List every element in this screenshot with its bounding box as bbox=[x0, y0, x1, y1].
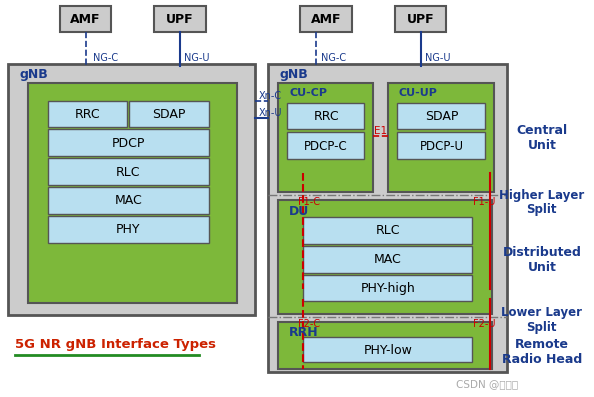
Bar bbox=[28, 83, 236, 303]
Bar bbox=[287, 132, 364, 159]
Text: CU-CP: CU-CP bbox=[289, 88, 327, 98]
Bar bbox=[304, 337, 472, 362]
Text: AMF: AMF bbox=[70, 13, 101, 25]
Bar bbox=[48, 129, 209, 156]
Bar bbox=[48, 100, 127, 127]
Bar bbox=[395, 6, 447, 32]
Text: PHY: PHY bbox=[116, 224, 141, 236]
Bar bbox=[48, 216, 209, 243]
Text: NG-C: NG-C bbox=[93, 53, 119, 63]
Text: RLC: RLC bbox=[116, 166, 141, 179]
Text: Central: Central bbox=[516, 124, 567, 137]
Text: AMF: AMF bbox=[311, 13, 342, 25]
Bar bbox=[129, 100, 209, 127]
Bar bbox=[268, 64, 507, 372]
Bar bbox=[8, 64, 255, 315]
Text: Remote: Remote bbox=[515, 338, 569, 351]
Text: MAC: MAC bbox=[374, 253, 402, 266]
Text: E1: E1 bbox=[374, 126, 387, 137]
Text: F1-U: F1-U bbox=[473, 197, 495, 207]
Text: gNB: gNB bbox=[279, 68, 308, 81]
Text: F2-U: F2-U bbox=[473, 319, 496, 329]
Text: MAC: MAC bbox=[115, 195, 142, 208]
Text: PDCP: PDCP bbox=[112, 137, 145, 150]
Bar bbox=[304, 275, 472, 301]
Text: DU: DU bbox=[289, 205, 309, 218]
Bar bbox=[397, 132, 485, 159]
Text: UPF: UPF bbox=[166, 13, 194, 25]
Text: CU-UP: CU-UP bbox=[399, 88, 438, 98]
Text: PDCP-C: PDCP-C bbox=[304, 140, 348, 153]
Text: 5G NR gNB Interface Types: 5G NR gNB Interface Types bbox=[15, 338, 216, 351]
Text: Xn-U: Xn-U bbox=[258, 108, 282, 118]
Text: Xn-C: Xn-C bbox=[258, 91, 282, 100]
Bar bbox=[304, 217, 472, 244]
Text: RLC: RLC bbox=[375, 224, 400, 237]
Bar bbox=[287, 102, 364, 129]
Bar bbox=[59, 6, 111, 32]
Text: NG-U: NG-U bbox=[425, 53, 450, 63]
Text: gNB: gNB bbox=[20, 68, 49, 81]
Bar bbox=[388, 83, 494, 192]
Text: Unit: Unit bbox=[527, 261, 557, 274]
Text: PDCP-U: PDCP-U bbox=[419, 140, 463, 153]
Text: Unit: Unit bbox=[527, 139, 557, 152]
Text: F1-C: F1-C bbox=[298, 197, 320, 207]
Text: Higher Layer: Higher Layer bbox=[499, 189, 584, 202]
Text: SDAP: SDAP bbox=[425, 110, 458, 123]
Bar bbox=[48, 187, 209, 214]
Text: NG-C: NG-C bbox=[321, 53, 346, 63]
Bar bbox=[279, 200, 492, 314]
Text: PHY-high: PHY-high bbox=[361, 282, 415, 295]
Text: UPF: UPF bbox=[407, 13, 434, 25]
Text: CSDN @月早十: CSDN @月早十 bbox=[456, 379, 518, 389]
Bar bbox=[279, 83, 373, 192]
Text: NG-U: NG-U bbox=[184, 53, 210, 63]
Text: Distributed: Distributed bbox=[503, 246, 582, 259]
Bar bbox=[154, 6, 206, 32]
Bar bbox=[48, 158, 209, 185]
Text: Split: Split bbox=[527, 203, 557, 216]
Text: RRH: RRH bbox=[289, 326, 319, 339]
Bar bbox=[279, 322, 492, 369]
Text: Split: Split bbox=[527, 321, 557, 334]
Text: Lower Layer: Lower Layer bbox=[501, 306, 582, 319]
Text: Radio Head: Radio Head bbox=[502, 353, 582, 366]
Text: RRC: RRC bbox=[75, 108, 100, 121]
Bar bbox=[304, 246, 472, 273]
Text: RRC: RRC bbox=[313, 110, 339, 123]
Text: F2-C: F2-C bbox=[298, 319, 320, 329]
Text: SDAP: SDAP bbox=[152, 108, 186, 121]
Bar bbox=[397, 102, 485, 129]
Bar bbox=[300, 6, 352, 32]
Text: PHY-low: PHY-low bbox=[364, 344, 412, 357]
